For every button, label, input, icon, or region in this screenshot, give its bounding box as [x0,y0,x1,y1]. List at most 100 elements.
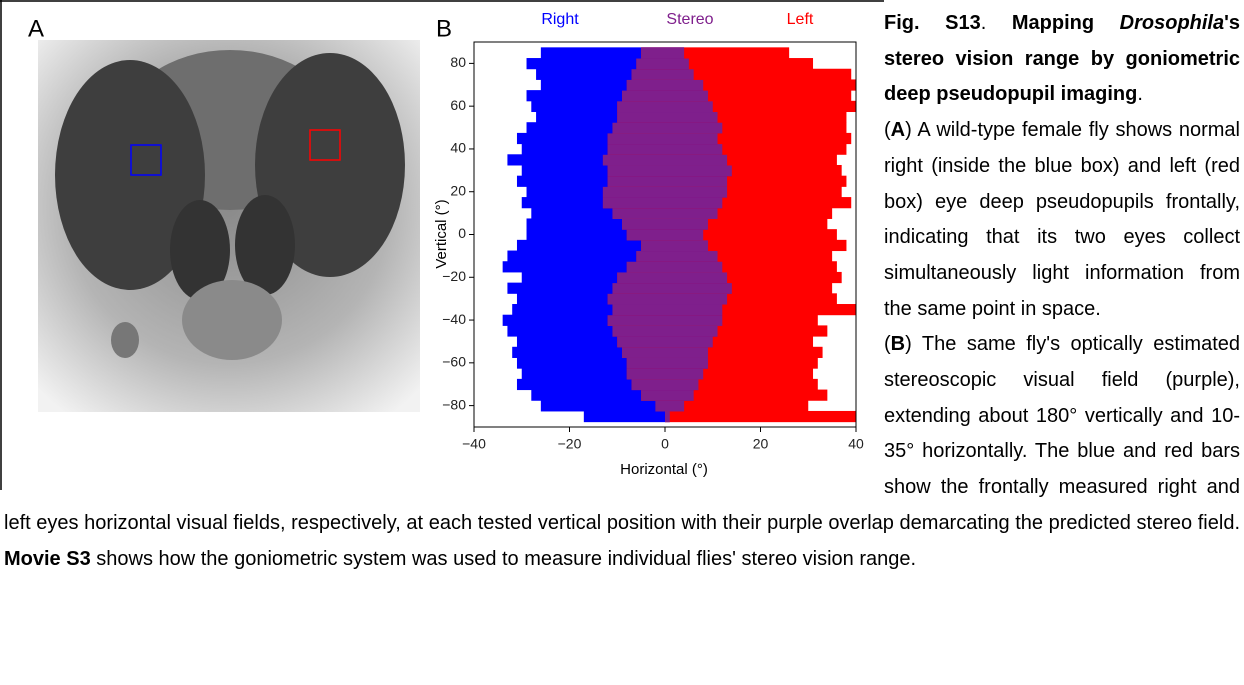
range-bar [540,47,685,59]
range-bar [617,336,814,348]
overlap-bar [617,271,728,284]
x-tick-label: 20 [753,436,769,452]
overlap-bar [626,79,704,91]
range-bar [531,389,694,401]
range-bar [526,90,708,102]
overlap-bar [602,197,723,209]
range-bar [622,90,852,102]
overlap-bar [641,47,685,59]
y-tick-label: 80 [450,54,466,70]
y-tick-label: 20 [450,182,466,198]
x-tick-label: −20 [558,436,582,452]
y-tick-label: −80 [442,396,466,412]
movie-ref: Movie S3 [4,547,91,570]
fly-photo [38,40,420,412]
overlap-bar [607,293,728,305]
y-tick-label: −20 [442,268,466,284]
figure-svg: A B Vertical (°) Horizontal (°) −80 −60 −4… [0,0,884,490]
overlap-bar [631,378,699,391]
caption-panel-b: (B) The same fly's optically estimated s… [4,327,1240,577]
range-bar [641,389,828,401]
range-bar [612,122,847,134]
overlap-bar [641,239,708,252]
x-axis-label: Horizontal (°) [620,461,708,478]
overlap-bar [626,229,704,241]
range-bar [626,229,837,241]
y-axis-label: Vertical (°) [433,199,450,268]
range-bar [631,378,818,391]
y-tick-label: −40 [442,311,466,327]
range-bar [617,100,856,113]
range-bar [641,47,790,59]
caption-text: ( [884,333,891,356]
range-bar [617,271,842,284]
overlap-bar [612,207,718,219]
overlap-bar [617,100,713,113]
panel-label: A [28,15,44,42]
range-bar [631,68,852,80]
range-bar [612,304,856,316]
overlap-bar [612,122,723,134]
x-tick-label: 0 [661,436,669,452]
caption-panel-a: (A) A wild-type female fly shows normal … [4,113,1240,327]
overlap-bar [602,154,728,166]
x-tick-label: 40 [848,436,864,452]
overlap-bar [617,336,713,348]
y-tick-label: 60 [450,97,466,113]
y-tick-label: −60 [442,354,466,370]
range-bar [583,410,670,423]
legend-label: Stereo [666,11,713,28]
range-bar [665,410,856,423]
overlap-bar [636,250,718,262]
range-bar [626,357,818,369]
range-bar [655,400,809,412]
overlap-bar [607,143,723,155]
range-bar [607,132,852,145]
range-bar [521,368,704,380]
range-bar [622,218,828,230]
overlap-bar [631,68,694,80]
range-bar [526,218,708,230]
range-bar [641,239,847,252]
caption-text: . [980,12,1012,34]
overlap-bar [622,346,708,358]
legend-label: Left [787,11,814,28]
caption-title-part: Mapping [1011,12,1120,34]
range-bar [636,250,833,262]
figure: A B Vertical (°) Horizontal (°) −80 −60 −4… [0,0,884,490]
range-bar [540,79,704,91]
range-bar [526,229,704,241]
figure-label: Fig. S13 [884,12,981,34]
range-bar [607,143,847,155]
overlap-bar [626,368,704,380]
range-bar [516,239,708,252]
overlap-bar [607,164,732,177]
x-tick-label: −40 [462,436,486,452]
range-bar [612,207,833,219]
range-bar [540,400,685,412]
caption-text: ( [884,119,891,142]
overlap-bar [607,314,723,326]
range-bar [536,68,694,80]
overlap-bar [655,400,685,412]
range-bar [502,261,723,273]
range-bar [626,368,814,380]
caption-panel-label: A [890,119,906,142]
range-bar [617,111,847,123]
overlap-bar [665,410,670,423]
overlap-bar [607,132,718,145]
caption-title-part: 's stereo vision range by goniometric de… [884,12,1240,106]
caption-title-part: Drosophila [1119,12,1225,34]
overlap-bar [617,111,718,123]
range-bar [626,261,837,273]
panel-label: B [436,15,452,42]
overlap-bar [622,90,708,102]
y-tick-label: 0 [458,225,466,241]
range-bar [507,250,718,262]
range-bar [526,58,689,70]
overlap-bar [612,325,718,337]
caption-panel-label: B [890,333,906,356]
range-bar [602,197,852,209]
range-bar [636,58,814,70]
